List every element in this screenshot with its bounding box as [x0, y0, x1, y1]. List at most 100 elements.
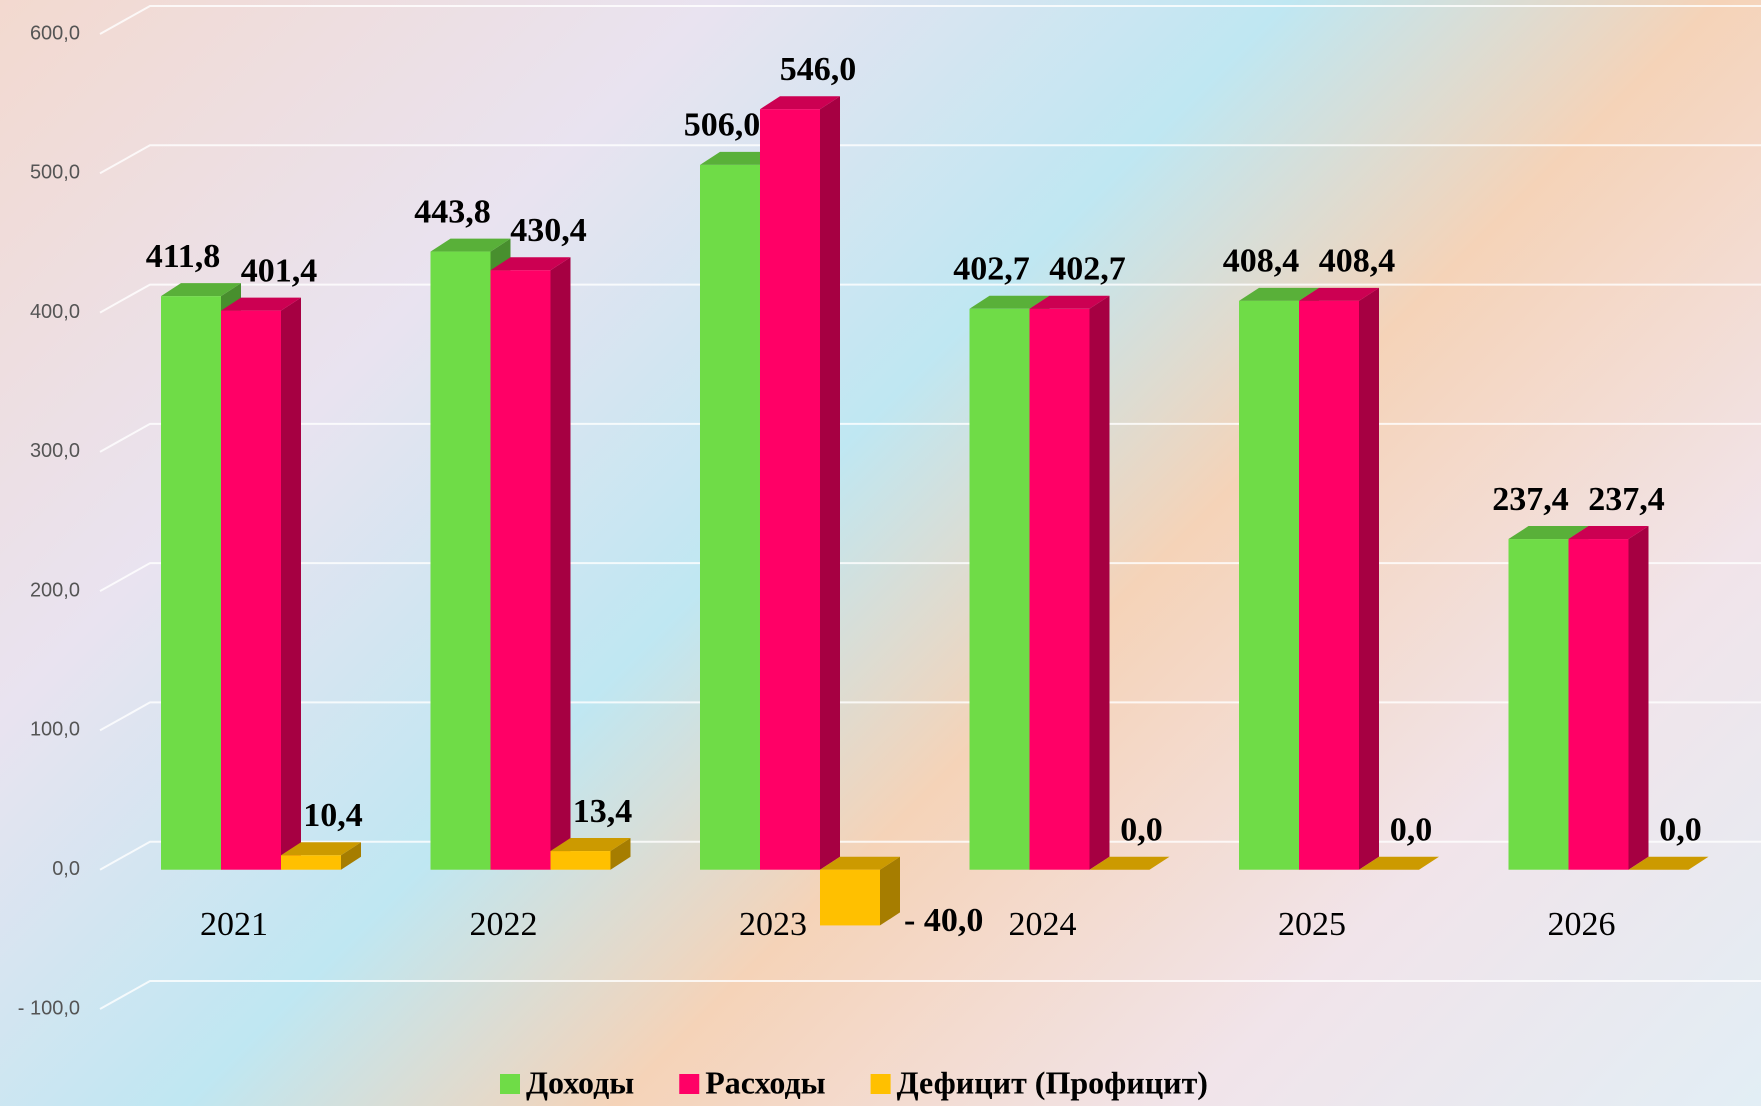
y-tick-label: 300,0 [30, 440, 80, 462]
legend-swatch [679, 1074, 700, 1094]
bar-top [550, 838, 631, 852]
bar-front [1508, 539, 1569, 870]
value-label: 0,0 [1390, 812, 1433, 849]
bar-front [1239, 300, 1299, 870]
bar-top [1628, 856, 1709, 870]
bar [760, 96, 840, 870]
bar-front [430, 251, 491, 870]
bar-top [1239, 287, 1319, 301]
bar [221, 297, 301, 870]
bar-side [1359, 287, 1379, 870]
y-tick-label: 0,0 [52, 858, 80, 880]
value-label: 401,4 [241, 252, 318, 289]
value-label: 408,4 [1223, 243, 1300, 280]
bar-front [161, 296, 221, 870]
grid-line [99, 422, 1761, 453]
y-tick-label: 200,0 [30, 579, 80, 601]
value-label: 506,0 [684, 107, 761, 144]
bar [820, 856, 900, 926]
bar-top [281, 842, 361, 856]
value-label: 443,8 [414, 193, 491, 230]
bar-side [820, 96, 840, 870]
bar-top [969, 295, 1050, 309]
bar-top [161, 283, 241, 297]
bar-front [490, 270, 551, 870]
bar-top [1568, 526, 1649, 540]
x-tick-label: 2024 [1009, 906, 1077, 943]
bar-top [1359, 856, 1439, 870]
value-label: 13,4 [573, 793, 633, 830]
grid-line [99, 283, 1761, 314]
bar-top [1029, 295, 1110, 309]
grid-line [99, 840, 1761, 871]
value-label: 411,8 [146, 238, 221, 275]
bar-front [820, 869, 880, 926]
bar [1029, 295, 1110, 870]
x-tick-label: 2023 [739, 906, 807, 943]
legend-label: Расходы [705, 1064, 825, 1100]
value-label: 237,4 [1588, 481, 1665, 518]
bar-front [760, 109, 820, 870]
grid-line [99, 5, 1761, 35]
bar-top [820, 856, 900, 870]
y-tick-label: 600,0 [30, 22, 80, 44]
y-tick-label: 400,0 [30, 301, 80, 323]
value-label: 0,0 [1659, 812, 1702, 849]
bar [1089, 856, 1170, 870]
x-tick-label: 2022 [470, 906, 538, 943]
bar-top [490, 257, 571, 271]
y-tick-label: 500,0 [30, 162, 80, 184]
bar-front [281, 855, 341, 870]
value-label: 237,4 [1492, 481, 1569, 518]
value-label: - 40,0 [904, 902, 983, 939]
bar-top [1089, 856, 1170, 870]
y-tick-label: - 100,0 [18, 997, 80, 1019]
grid-line [99, 144, 1761, 175]
bar [281, 842, 361, 870]
legend-swatch [500, 1074, 520, 1094]
value-label: 408,4 [1319, 243, 1396, 280]
bar-front [221, 310, 281, 870]
bar [1568, 526, 1649, 870]
value-label: 402,7 [953, 251, 1030, 288]
bar-top [1299, 287, 1379, 301]
bar-front [550, 851, 611, 870]
bar-top [1508, 526, 1589, 540]
bar-top [760, 96, 840, 110]
bar [1299, 287, 1379, 870]
value-label: 0,0 [1120, 812, 1163, 849]
bar-side [1628, 526, 1649, 870]
value-label: 430,4 [510, 212, 587, 249]
bar [1628, 856, 1709, 870]
bar [1359, 856, 1439, 870]
legend-label: Дефицит (Профицит) [897, 1064, 1208, 1100]
bar-side [610, 838, 631, 870]
bar-front [1299, 300, 1359, 870]
bar-top [221, 297, 301, 311]
bar-front [969, 308, 1030, 870]
x-tick-label: 2021 [200, 906, 268, 943]
y-tick-label: 100,0 [30, 719, 80, 741]
legend-swatch [870, 1074, 891, 1094]
bar-side [341, 842, 361, 870]
value-label: 546,0 [780, 51, 857, 88]
value-label: 10,4 [303, 797, 363, 834]
bar-front [700, 164, 760, 870]
bar-front [1029, 308, 1090, 870]
grid-line [99, 562, 1761, 593]
x-tick-label: 2025 [1278, 906, 1346, 943]
bar-side [1089, 295, 1110, 870]
bar [550, 838, 631, 870]
value-label: 402,7 [1049, 251, 1126, 288]
bar-side [880, 856, 900, 926]
legend-label: Доходы [526, 1064, 634, 1100]
x-tick-label: 2026 [1548, 906, 1616, 943]
bar-side [281, 297, 301, 870]
bar-top [430, 238, 511, 252]
bar [490, 257, 571, 870]
bar-side [550, 257, 571, 870]
grid-line [99, 701, 1761, 732]
bar-front [1568, 539, 1629, 870]
grid-line [99, 980, 1761, 1010]
